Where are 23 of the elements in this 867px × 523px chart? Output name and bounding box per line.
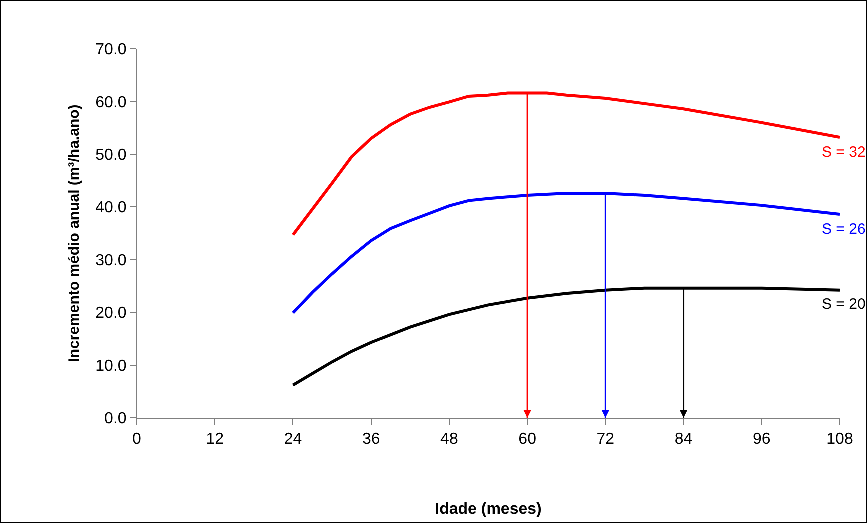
series-label: S = 26 — [822, 221, 866, 238]
y-tick-label: 40.0 — [96, 200, 127, 217]
y-tick-label: 60.0 — [96, 94, 127, 112]
y-tick-label: 10.0 — [96, 358, 127, 375]
x-tick-label: 24 — [284, 431, 302, 448]
y-tick-label: 30.0 — [96, 252, 127, 270]
x-tick-label: 60 — [518, 431, 537, 448]
series-label: S = 32 — [822, 144, 866, 161]
x-tick-label: 12 — [206, 431, 224, 448]
y-axis-title: Incremento médio anual (m³/ha.ano) — [66, 104, 83, 362]
x-tick-label: 36 — [362, 431, 380, 448]
y-tick-label: 20.0 — [96, 305, 127, 322]
y-tick-label: 70.0 — [96, 42, 127, 59]
x-axis-title: Idade (meses) — [435, 500, 542, 518]
x-tick-label: 108 — [826, 431, 854, 448]
x-tick-label: 96 — [752, 431, 771, 448]
x-tick-label: 0 — [132, 431, 142, 448]
y-tick-label: 0.0 — [104, 410, 127, 428]
x-tick-label: 84 — [674, 431, 693, 448]
y-tick-label: 50.0 — [96, 147, 127, 164]
series-label: S = 20 — [822, 296, 866, 313]
x-tick-label: 48 — [440, 431, 458, 448]
x-tick-label: 72 — [596, 431, 615, 448]
